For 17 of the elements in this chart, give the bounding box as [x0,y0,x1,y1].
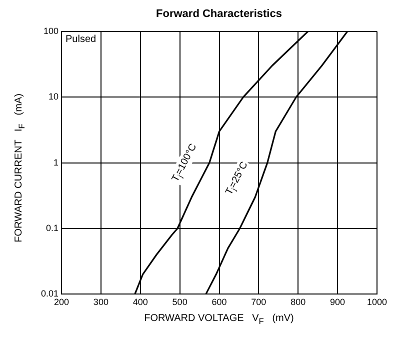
x-tick-label: 400 [132,297,148,308]
y-tick-label: 1 [54,157,59,168]
chart-title: Forward Characteristics [155,8,283,20]
x-tick-label: 800 [290,297,306,308]
y-tick-label: 0.01 [40,288,59,299]
y-tick-label: 100 [43,26,59,36]
x-axis-title: FORWARD VOLTAGE V$_{F}$ (mV) [143,313,295,326]
x-tick-label: 200 [54,297,70,308]
x-tick-label: 600 [212,297,227,308]
y-tick-label: 10 [48,92,59,102]
x-tick-label: 500 [172,297,188,308]
x-tick-label: 1000 [366,297,388,308]
x-tick-label: 700 [251,297,266,308]
x-tick-label: 300 [93,297,108,308]
annotation: Pulsed [66,34,96,46]
x-tick-label: 900 [330,297,346,308]
y-tick-label: 0.1 [46,222,59,233]
